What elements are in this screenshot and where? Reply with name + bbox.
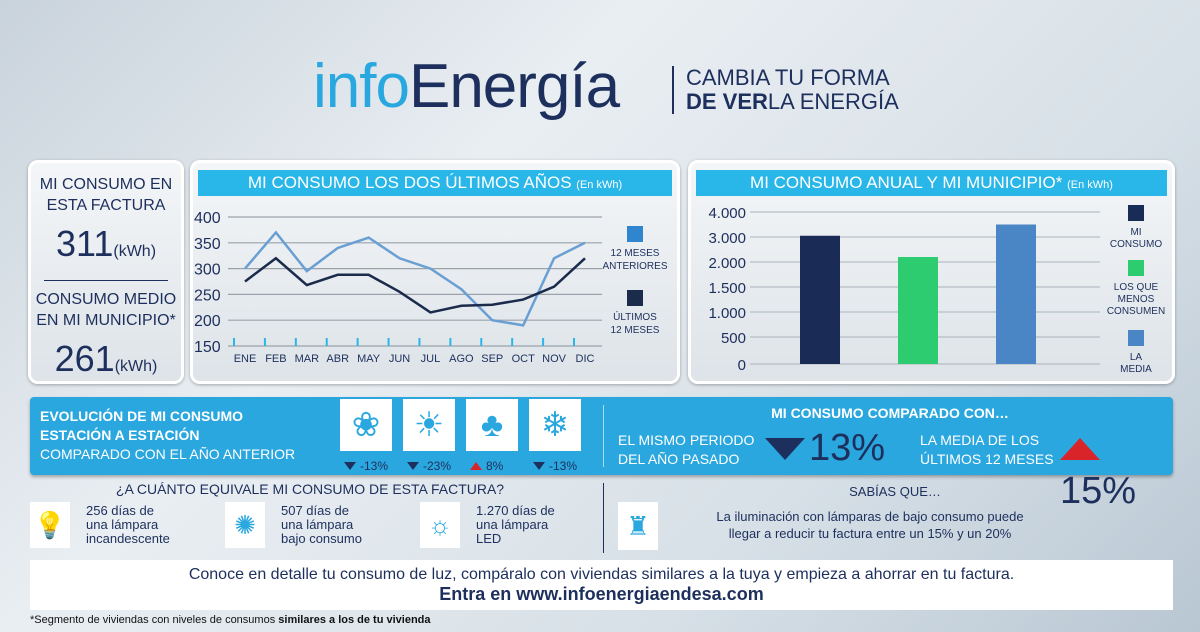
legend-label: ANTERIORES <box>602 261 667 272</box>
divider <box>603 483 604 553</box>
compare-average: 15% <box>1060 427 1173 513</box>
website-link[interactable]: Entra en www.infoenergiaendesa.com <box>439 584 764 604</box>
equiv-title: ¿A CUÁNTO EQUIVALE MI CONSUMO DE ESTA FA… <box>115 481 505 497</box>
legend-label: MI <box>1130 227 1141 238</box>
line-chart-panel: MI CONSUMO LOS DOS ÚLTIMOS AÑOS (En kWh)… <box>190 160 680 384</box>
legend-label: 12 MESES <box>611 248 660 259</box>
line-chart: 400 350 300 250 200 150 ENE FEB MAR ABR MAY JUN JUL A… <box>194 210 668 365</box>
spring-flower-icon: ❀ <box>340 399 392 451</box>
legend-swatch <box>1128 260 1144 276</box>
x-tick-label: AGO <box>449 353 474 365</box>
legend-swatch <box>627 226 643 242</box>
legend-swatch <box>627 290 643 306</box>
y-tick-label: 150 <box>194 339 221 356</box>
legend-label: LOS QUE <box>1114 282 1159 293</box>
x-tick-label: ABR <box>326 353 349 365</box>
footnote: *Segmento de viviendas con niveles de co… <box>30 614 431 626</box>
legend-label: 12 MESES <box>611 325 660 336</box>
y-tick-label: 250 <box>194 287 221 304</box>
bar-1 <box>898 257 938 364</box>
y-tick-label: 2.000 <box>708 255 746 272</box>
x-tick-label: MAY <box>357 353 381 365</box>
series-line-1 <box>244 256 586 314</box>
tagline: CAMBIA TU FORMA DE VERLA ENERGÍA <box>672 66 899 114</box>
season-change: -23% <box>407 459 451 473</box>
divider <box>44 280 168 281</box>
tip-title: SABÍAS QUE… <box>849 484 941 499</box>
series-line-0 <box>244 230 586 327</box>
y-tick-label: 200 <box>194 313 221 330</box>
y-tick-label: 4.000 <box>708 205 746 222</box>
y-tick-label: 500 <box>721 330 746 347</box>
season-change: 8% <box>470 459 503 473</box>
equiv-item: 507 días de una lámpara bajo consumo <box>281 503 362 546</box>
legend-swatch <box>1128 330 1144 346</box>
sun-icon: ☀ <box>403 399 455 451</box>
x-tick-label: ENE <box>234 353 257 365</box>
legend-label: MENOS <box>1118 294 1155 305</box>
lamp-icon: ♜ <box>618 502 658 550</box>
legend-label: CONSUMO <box>1110 239 1162 250</box>
y-tick-label: 400 <box>194 210 221 227</box>
equiv-item: 256 días de una lámpara incandescente <box>86 503 170 546</box>
up-arrow-icon <box>1060 438 1100 460</box>
compare-same-period: 13% <box>765 427 885 470</box>
down-arrow-icon <box>533 462 545 470</box>
x-tick-label: DIC <box>576 353 595 365</box>
incandescent-bulb-icon: 💡 <box>30 502 70 548</box>
y-tick-label: 3.000 <box>708 230 746 247</box>
legend-label: ÚLTIMOS <box>613 310 657 323</box>
x-tick-label: SEP <box>481 353 503 365</box>
bar-0 <box>800 235 840 364</box>
season-band: EVOLUCIÓN DE MI CONSUMO ESTACIÓN A ESTAC… <box>30 397 1173 512</box>
legend-label: MEDIA <box>1120 364 1152 375</box>
x-tick-label: NOV <box>542 353 567 365</box>
y-tick-label: 300 <box>194 262 221 279</box>
season-change: -13% <box>533 459 577 473</box>
down-arrow-icon <box>344 462 356 470</box>
up-arrow-icon <box>470 462 482 470</box>
maple-leaf-icon: ♣ <box>466 399 518 451</box>
equiv-item: 1.270 días de una lámpara LED <box>476 503 555 546</box>
bar-chart-title: MI CONSUMO ANUAL Y MI MUNICIPIO* (En kWh… <box>696 170 1167 196</box>
y-tick-label: 1.500 <box>708 280 746 297</box>
x-tick-label: JUL <box>421 353 441 365</box>
bar-2 <box>996 224 1036 364</box>
consumption-summary: MI CONSUMO EN ESTA FACTURA 311(kWh) CONS… <box>28 160 184 384</box>
down-arrow-icon <box>765 438 805 460</box>
season-change: -13% <box>344 459 388 473</box>
logo: infoEnergía <box>313 52 620 121</box>
x-tick-label: OCT <box>512 353 536 365</box>
y-tick-label: 0 <box>738 357 746 374</box>
legend-label: CONSUMEN <box>1107 306 1165 317</box>
x-tick-label: MAR <box>295 353 320 365</box>
y-tick-label: 350 <box>194 236 221 253</box>
led-bulb-icon: ☼ <box>420 502 460 548</box>
snowflake-icon: ❄ <box>529 399 581 451</box>
line-chart-title: MI CONSUMO LOS DOS ÚLTIMOS AÑOS (En kWh) <box>198 170 672 196</box>
x-tick-label: FEB <box>265 353 286 365</box>
down-arrow-icon <box>407 462 419 470</box>
y-tick-label: 1.000 <box>708 305 746 322</box>
x-tick-label: JUN <box>389 353 410 365</box>
legend-label: LA <box>1130 352 1143 363</box>
cta-box: Conoce en detalle tu consumo de luz, com… <box>30 560 1173 610</box>
bar-chart-panel: MI CONSUMO ANUAL Y MI MUNICIPIO* (En kWh… <box>688 160 1175 384</box>
divider <box>603 405 604 467</box>
legend-swatch <box>1128 205 1144 221</box>
cfl-bulb-icon: ✺ <box>225 502 265 548</box>
